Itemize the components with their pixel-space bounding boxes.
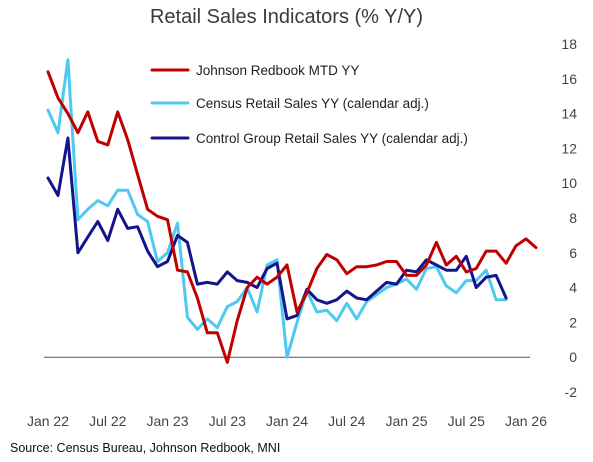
x-tick-label: Jan 23 bbox=[146, 413, 188, 429]
x-tick-label: Jan 25 bbox=[385, 413, 427, 429]
x-tick-label: Jan 22 bbox=[27, 413, 69, 429]
y-tick-label: 18 bbox=[561, 36, 577, 52]
x-tick-label: Jan 26 bbox=[505, 413, 547, 429]
y-tick-label: 0 bbox=[569, 349, 577, 365]
source-note: Source: Census Bureau, Johnson Redbook, … bbox=[10, 441, 281, 455]
y-tick-label: 4 bbox=[569, 280, 577, 296]
y-tick-label: 8 bbox=[569, 210, 577, 226]
y-tick-label: -2 bbox=[565, 384, 578, 400]
series-line-1 bbox=[46, 58, 508, 359]
y-tick-label: 16 bbox=[561, 71, 577, 87]
legend-label-2: Control Group Retail Sales YY (calendar … bbox=[196, 131, 468, 146]
x-tick-label: Jul 25 bbox=[448, 413, 486, 429]
y-tick-label: 12 bbox=[561, 140, 577, 156]
y-tick-label: 14 bbox=[561, 106, 577, 122]
legend-label-0: Johnson Redbook MTD YY bbox=[196, 63, 359, 78]
y-tick-label: 6 bbox=[569, 245, 577, 261]
y-tick-label: 2 bbox=[569, 314, 577, 330]
x-tick-label: Jul 22 bbox=[89, 413, 127, 429]
series-line-2 bbox=[46, 136, 508, 321]
x-tick-label: Jul 24 bbox=[328, 413, 366, 429]
legend-label-1: Census Retail Sales YY (calendar adj.) bbox=[196, 96, 429, 111]
chart-title: Retail Sales Indicators (% Y/Y) bbox=[149, 6, 424, 28]
y-tick-label: 10 bbox=[561, 175, 577, 191]
x-tick-label: Jul 23 bbox=[209, 413, 247, 429]
x-tick-label: Jan 24 bbox=[266, 413, 308, 429]
series-line-0 bbox=[46, 70, 538, 364]
